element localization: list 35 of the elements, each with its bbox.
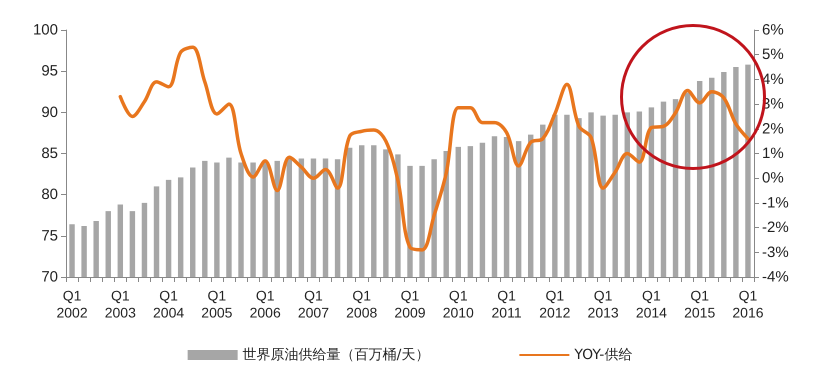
y2-tick-label: 0% [762, 170, 784, 187]
y2-tick-label: 4% [762, 70, 784, 88]
y-tick-label: 85 [41, 145, 58, 162]
y2-tick-label: -3% [762, 244, 789, 261]
x-tick-label: Q1 2008 [346, 288, 378, 320]
x-tick-label: Q1 2006 [250, 288, 281, 320]
line-series [118, 46, 750, 252]
legend-label: YOY-供给 [573, 347, 632, 363]
y-tick-label: 95 [41, 62, 58, 80]
x-tick-label: Q1 2005 [201, 288, 233, 320]
x-tick-label: Q1 2011 [492, 288, 522, 320]
y-tick-label: 100 [32, 22, 58, 38]
y2-tick-label: 6% [762, 22, 784, 38]
y2-tick-label: 5% [762, 46, 784, 64]
y-tick-label: 90 [41, 104, 58, 121]
legend-label: 世界原油供给量（百万桶/天） [242, 347, 430, 363]
x-tick-label: Q1 2010 [442, 288, 474, 320]
x-tick-label: Q1 2004 [153, 288, 184, 320]
y-tick-label: 80 [41, 186, 58, 204]
x-tick-label: Q1 2002 [56, 288, 88, 320]
x-tick-label: Q1 2012 [539, 288, 571, 320]
y-tick-label: 70 [41, 268, 58, 286]
y2-tick-label: -1% [762, 194, 789, 212]
x-tick-label: Q1 2003 [104, 288, 136, 320]
y2-tick-label: -4% [762, 268, 789, 286]
y2-tick-label: 1% [762, 145, 784, 162]
y-tick-label: 75 [41, 227, 58, 244]
x-tick-label: Q1 2015 [684, 288, 716, 320]
x-tick-label: Q1 2007 [298, 288, 330, 320]
y2-tick-label: -2% [762, 219, 789, 236]
x-tick-label: Q1 2016 [732, 288, 764, 320]
x-tick-label: Q1 2014 [636, 288, 668, 320]
x-tick-label: Q1 2013 [588, 288, 619, 320]
y2-tick-label: 2% [762, 120, 784, 138]
x-tick-label: Q1 2009 [394, 288, 426, 320]
